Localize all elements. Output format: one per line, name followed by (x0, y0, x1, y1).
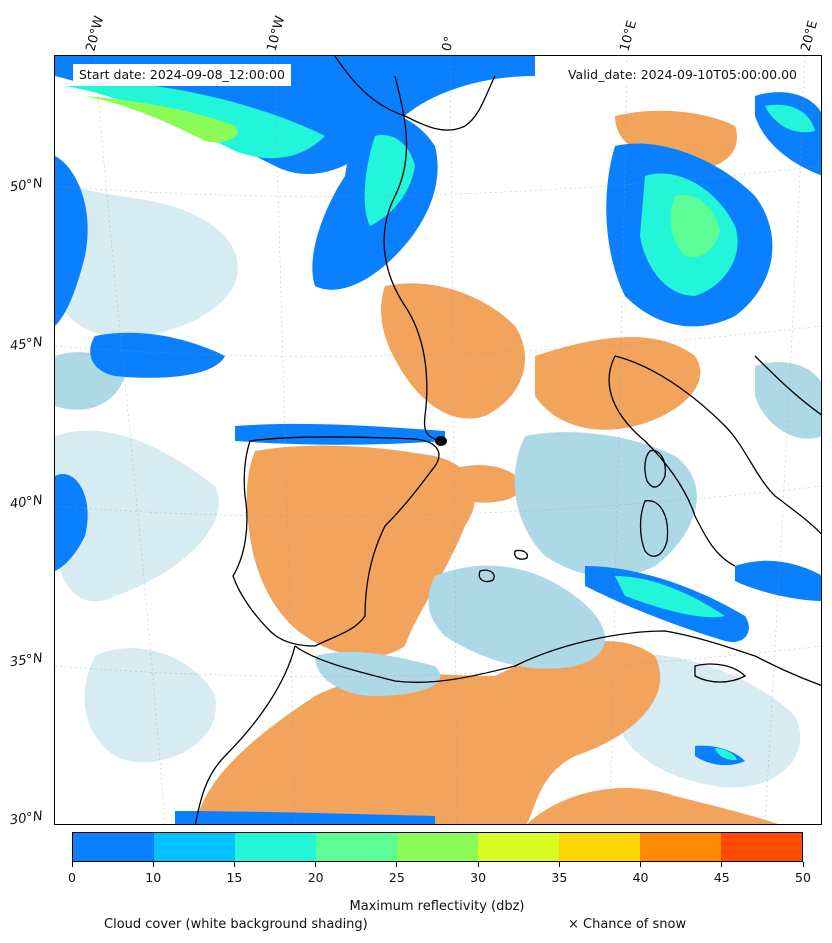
colorbar-tick-label: 20 (307, 870, 324, 885)
colorbar-tick-label: 35 (551, 870, 568, 885)
colorbar-tick-label: 15 (226, 870, 243, 885)
lon-label-20w: 20°W (83, 14, 108, 53)
coastlines (194, 56, 821, 824)
colorbar-tick-label: 30 (470, 870, 487, 885)
lon-label-10w: 10°W (264, 14, 289, 53)
warm-land-areas (195, 110, 779, 824)
colorbar-segment-5 (478, 833, 559, 861)
lat-label-30n: 30°N (9, 808, 44, 829)
colorbar-tick (71, 862, 73, 867)
colorbar-tick (396, 862, 398, 867)
reflectivity-colorbar (72, 832, 803, 862)
colorbar-segment-1 (154, 833, 235, 861)
colorbar-segment-4 (397, 833, 478, 861)
colorbar-tick (477, 862, 479, 867)
colorbar-tick (558, 862, 560, 867)
colorbar-segment-8 (721, 833, 802, 861)
colorbar-tick-label: 10 (145, 870, 162, 885)
colorbar-segment-0 (73, 833, 154, 861)
colorbar-segment-6 (559, 833, 640, 861)
lon-label-10e: 10°E (617, 18, 641, 53)
colorbar-tick (152, 862, 154, 867)
start-date-label: Start date: 2024-09-08_12:00:00 (73, 64, 291, 86)
colorbar-tick-label: 25 (388, 870, 405, 885)
colorbar-tick-label: 40 (632, 870, 649, 885)
legend-cloud-cover: Cloud cover (white background shading) (104, 917, 368, 932)
colorbar-segment-7 (640, 833, 721, 861)
station-marker-icon (435, 436, 447, 446)
sea-cloud-areas (55, 352, 821, 696)
lat-label-40n: 40°N (9, 492, 44, 513)
lon-label-20e: 20°E (798, 18, 822, 53)
colorbar-tick (802, 862, 804, 867)
colorbar-tick-label: 0 (68, 870, 76, 885)
lat-label-35n: 35°N (9, 650, 44, 671)
legend-snow: × Chance of snow (568, 917, 687, 932)
map-panel[interactable]: Start date: 2024-09-08_12:00:00 Valid_da… (54, 55, 822, 825)
forecast-map (55, 56, 821, 824)
colorbar-label: Maximum reflectivity (dbz) (349, 899, 525, 914)
cloud-shading (55, 176, 801, 788)
colorbar-segment-2 (235, 833, 316, 861)
colorbar-segment-3 (316, 833, 397, 861)
lon-label-0: 0° (439, 34, 458, 53)
colorbar-tick (233, 862, 235, 867)
colorbar-tick (721, 862, 723, 867)
valid-date-label: Valid_date: 2024-09-10T05:00:00.00 (561, 64, 803, 86)
colorbar-tick (315, 862, 317, 867)
colorbar-tick-label: 50 (795, 870, 811, 885)
lat-label-45n: 45°N (9, 334, 44, 355)
graticule (55, 56, 821, 824)
colorbar-tick-label: 45 (713, 870, 730, 885)
lat-label-50n: 50°N (9, 175, 44, 196)
colorbar-tick (640, 862, 642, 867)
